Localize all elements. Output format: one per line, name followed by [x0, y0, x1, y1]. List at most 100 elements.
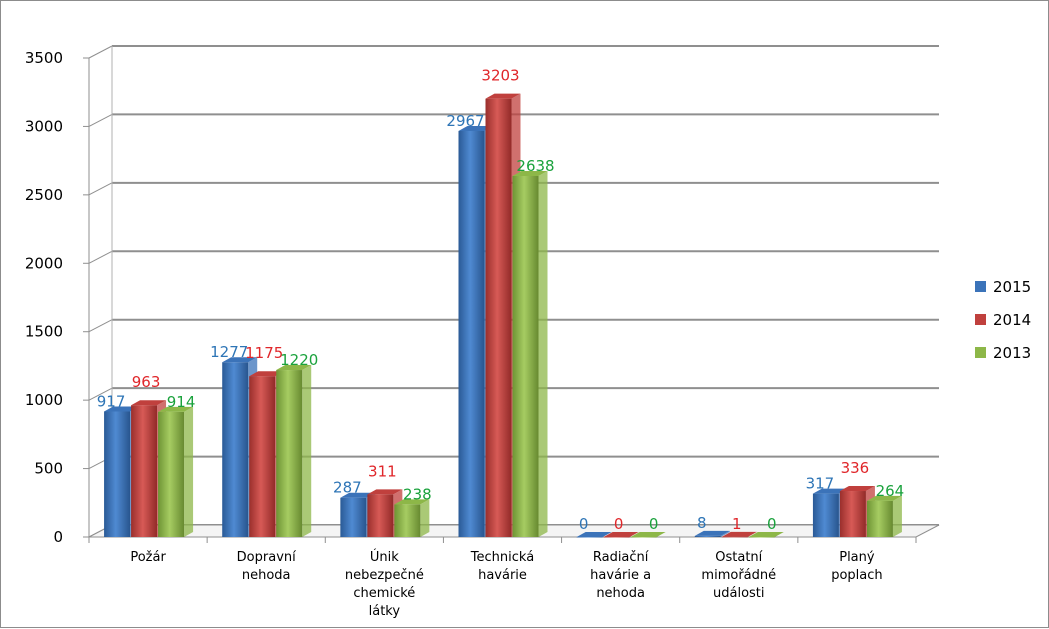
y-tick-label: 0	[53, 528, 63, 546]
bar-side	[184, 406, 194, 537]
bar	[630, 532, 666, 538]
bar-front	[158, 411, 185, 537]
legend-swatch	[975, 281, 986, 292]
bar	[603, 532, 639, 538]
bar-front	[458, 130, 485, 537]
bar	[694, 530, 730, 537]
x-tick-label: Dopravní nehoda	[237, 550, 296, 583]
bar-top	[576, 532, 612, 537]
bar-top	[512, 170, 548, 176]
bar	[512, 170, 548, 537]
bar-side	[538, 170, 548, 537]
legend-entry: 2014	[993, 311, 1031, 329]
bar-top	[104, 406, 140, 412]
bar-top	[458, 125, 494, 131]
data-label: 0	[614, 515, 624, 533]
y-tick-label: 2000	[25, 254, 63, 272]
bar-layer	[104, 93, 902, 538]
data-label: 1	[732, 515, 742, 533]
bar	[158, 406, 194, 537]
bar-front	[340, 497, 367, 537]
data-label: 317	[806, 475, 835, 493]
bar-front	[812, 493, 839, 537]
bar-top	[694, 530, 730, 536]
bar-top	[276, 365, 312, 371]
y-tick-label: 500	[34, 460, 63, 478]
bar-front	[603, 537, 630, 538]
gridline-depth	[88, 45, 113, 59]
x-tick-label: Požár	[130, 550, 166, 565]
data-label: 238	[403, 485, 432, 503]
bar-front	[630, 537, 657, 538]
bar-top	[249, 371, 285, 377]
gridline-depth	[88, 250, 113, 264]
data-label: 917	[97, 393, 126, 411]
bar-side	[302, 365, 312, 537]
data-label: 264	[876, 482, 905, 500]
bar-top	[866, 495, 902, 501]
bar	[576, 532, 612, 538]
data-label: 2967	[446, 112, 484, 130]
data-label: 0	[579, 515, 589, 533]
x-tick-label: Únik nebezpečné chemické látky	[345, 549, 424, 619]
bar-front	[131, 405, 158, 537]
x-tick-label: Radiační havárie a nehoda	[590, 550, 651, 601]
bar-front	[576, 537, 603, 538]
bar-side	[747, 531, 757, 537]
bar-top	[485, 93, 521, 99]
bar-top	[131, 400, 167, 406]
bar-front	[748, 537, 775, 538]
bar-front	[367, 494, 394, 537]
bar-front	[512, 175, 539, 537]
bar-top	[340, 492, 376, 498]
data-label: 8	[697, 514, 707, 532]
legend-entry: 2013	[993, 344, 1031, 362]
x-tick-label: Technická havárie	[470, 550, 534, 583]
bar-front	[222, 362, 249, 537]
y-tick-label: 3500	[25, 49, 63, 67]
bar-top	[603, 532, 639, 537]
bar	[721, 531, 757, 538]
data-label: 336	[841, 459, 870, 477]
bar	[276, 365, 312, 537]
bar-top	[812, 488, 848, 494]
bar	[748, 532, 784, 538]
bar-top	[839, 486, 875, 492]
bar-top	[158, 406, 194, 412]
y-tick-label: 3000	[25, 117, 63, 135]
data-label: 914	[167, 393, 196, 411]
x-tick-label: Planý poplach	[831, 550, 882, 583]
data-label: 0	[767, 515, 777, 533]
data-label: 311	[368, 462, 397, 480]
legend-swatch	[975, 314, 986, 325]
bar-top	[630, 532, 666, 537]
bar	[394, 499, 430, 537]
y-tick-label: 1500	[25, 323, 63, 341]
y-tick-label: 1000	[25, 391, 63, 409]
gridline-depth	[88, 182, 113, 196]
data-label-layer: 917 1277 287 2967 0 8 317 963 1175 311 3203 0 1 336 91…	[97, 67, 904, 533]
bar-top	[394, 499, 430, 505]
bar-front	[721, 536, 748, 538]
bar-top	[367, 489, 403, 495]
bar-side	[720, 530, 730, 537]
y-tick-label: 2500	[25, 186, 63, 204]
gridline-depth	[88, 387, 113, 401]
bar-front	[104, 411, 131, 537]
data-label: 287	[333, 479, 362, 497]
legend-swatch	[975, 347, 986, 358]
bar-front	[866, 500, 893, 537]
bar-front	[394, 504, 421, 537]
bar-top	[748, 532, 784, 537]
bar	[866, 495, 902, 537]
bar-front	[485, 98, 512, 537]
bar-top	[721, 531, 757, 537]
data-label: 0	[649, 515, 659, 533]
data-label: 1175	[245, 344, 283, 362]
data-label: 1220	[280, 351, 318, 369]
legend-entry: 2015	[993, 278, 1031, 296]
data-label: 1277	[210, 343, 248, 361]
bar-side	[892, 495, 902, 537]
